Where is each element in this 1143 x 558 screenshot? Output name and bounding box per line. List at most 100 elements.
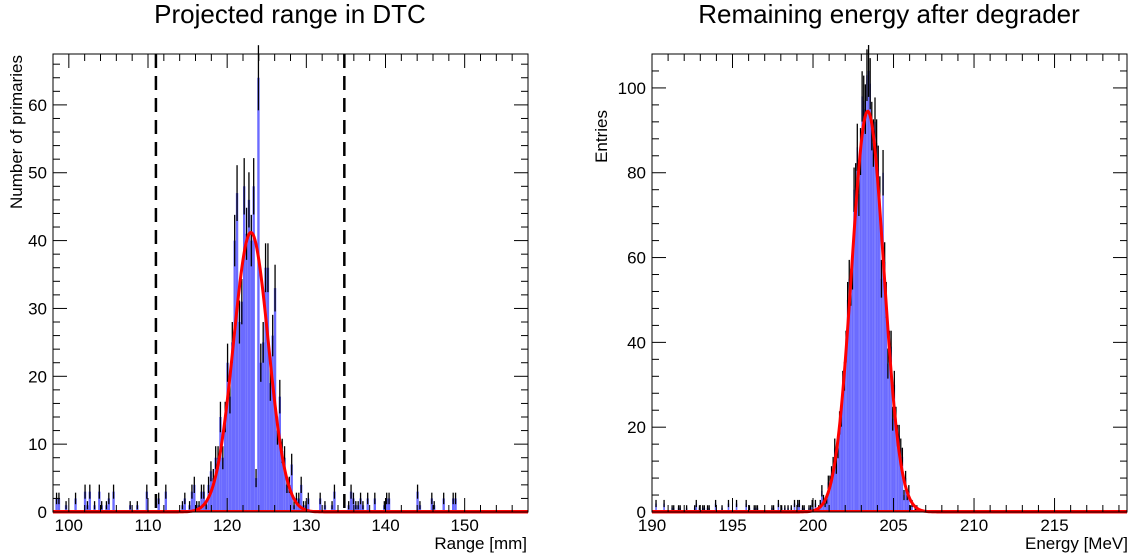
histogram-bin [98,491,101,512]
histogram-bin [655,503,657,512]
histogram-bin [827,482,830,512]
histogram-bin [288,484,291,512]
histogram-bin [866,75,868,512]
y-tick-label: 20 [627,418,646,437]
histogram-bin [190,491,194,512]
histogram-bin [735,503,738,512]
histogram-bin [266,267,270,512]
histogram-bin [373,498,376,512]
histogram-bin [107,498,110,512]
histogram-bin [283,457,286,512]
energy-histogram-panel: Remaining energy after degrader 190 195 20… [592,0,1128,553]
histogram-bin [890,346,892,512]
histogram-bin [846,299,849,512]
histogram-bin [219,417,222,512]
y-tick-label: 30 [28,299,47,318]
y-tick-label: 60 [28,96,47,115]
x-tick-label: 120 [213,516,241,535]
x-tick-label: 140 [371,516,399,535]
histogram-bin [269,383,272,512]
histogram-bin [837,448,839,512]
x-tick-label: 215 [1040,516,1068,535]
histogram-bin [250,240,253,512]
histogram-bin [829,482,831,512]
x-tick-label: 195 [718,516,746,535]
histogram-bin [833,448,836,512]
x-tick-label: 150 [450,516,478,535]
histogram-bin [898,435,900,512]
histogram-bin [193,484,196,512]
histogram-bin [854,185,857,513]
range-histogram-panel: Projected range in DTC 100 110 120 130 140 15… [7,0,529,553]
histogram-bin [853,189,855,512]
histogram-bin [695,503,698,512]
histogram-bin [221,457,224,512]
histogram-bin [214,457,217,512]
x-tick-label: 130 [292,516,320,535]
x-axis: 190 195 200 205 210 215 [638,54,1120,535]
histogram-bin [74,498,77,512]
histogram-bin [264,267,267,512]
histogram-bin [811,503,814,512]
y-axis-title: Number of primaries [7,55,26,209]
y-axis: 0 10 20 30 40 50 60 [28,63,528,522]
x-tick-label: 210 [960,516,988,535]
histogram-bin [88,491,91,512]
y-tick-label: 60 [627,249,646,268]
histogram-bin [862,100,865,513]
histogram-bin [300,484,303,512]
histogram-bin [202,491,205,512]
y-tick-label: 40 [28,232,47,251]
histogram-bin [276,430,279,512]
histogram-bin [850,287,852,512]
x-tick-label: 100 [55,516,83,535]
histogram-bin [851,270,854,512]
histogram-bin [896,435,899,512]
histogram-bin [281,450,284,512]
histogram-bin [891,418,894,512]
y-tick-label: 40 [627,333,646,352]
histogram-bin [835,465,838,512]
y-tick-label: 80 [627,164,646,183]
y-tick-label: 20 [28,367,47,386]
histogram-bin [867,70,870,513]
histogram-bin [257,77,260,513]
histogram-bin [830,473,833,512]
histogram-bin [727,503,730,512]
histogram-bin [874,121,876,512]
chart-title: Remaining energy after degrader [698,0,1080,29]
y-axis-title: Entries [592,110,611,163]
histogram-bin [262,342,265,512]
histogram-bin [254,478,258,512]
histogram-bin [832,465,834,512]
histogram-bin [285,484,289,512]
histogram-bin [893,384,896,512]
histogram-bin [838,422,841,512]
x-axis: 100 110 120 130 140 150 [52,54,529,535]
histogram-bin [901,456,904,512]
range-cut-lines [154,54,346,512]
histogram-bin [366,498,369,512]
histogram-bin [83,491,87,512]
histogram-bin [212,478,215,512]
x-tick-label: 190 [638,516,666,535]
histogram-bin [259,362,262,512]
histogram-bin [387,498,391,512]
histogram-bin [663,503,665,512]
histogram-bin [875,143,878,513]
x-tick-label: 205 [879,516,907,535]
histogram-bars [53,45,528,513]
histogram-bin [157,498,160,512]
y-tick-label: 0 [38,503,47,522]
histogram-bin [877,168,880,512]
histogram-bin [899,448,902,512]
histogram-bin [359,498,362,512]
x-axis-title: Range [mm] [434,534,527,553]
histogram-bin [842,384,844,512]
histogram-bin [848,278,851,512]
histogram-bin [349,491,353,512]
plot-frame [52,53,529,513]
histogram-bin [745,503,747,512]
histogram-bin [887,363,889,512]
histogram-bin [224,417,227,512]
